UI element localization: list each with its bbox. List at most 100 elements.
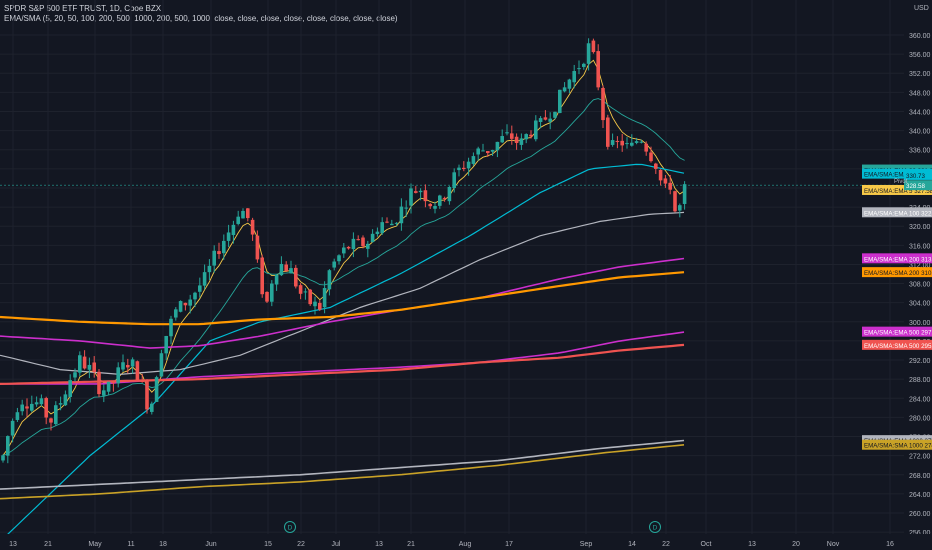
candle-body — [433, 206, 437, 209]
candle-body — [63, 394, 68, 406]
indicator-legend[interactable]: EMA/SMA (5, 20, 50, 100, 200, 500, 1000,… — [4, 14, 398, 23]
price-tick-label: 340.00 — [909, 129, 931, 136]
candle-body — [524, 134, 528, 140]
candle-body — [409, 188, 413, 206]
candle-body — [241, 210, 245, 219]
time-tick-label: Aug — [459, 541, 472, 548]
candle-body — [414, 191, 418, 193]
candle-body — [6, 436, 10, 456]
candle-body — [658, 169, 663, 181]
candle-body — [150, 403, 154, 412]
candle-body — [399, 206, 404, 224]
candle-body — [279, 263, 284, 276]
candle-body — [303, 291, 308, 293]
candle-body — [20, 404, 24, 412]
candle-body — [68, 380, 72, 397]
candle-body — [212, 250, 216, 266]
candle-body — [289, 268, 293, 274]
candle-body — [198, 285, 202, 292]
series-label-3: EMA/SMA:EMA 100 322.91 — [864, 210, 932, 217]
candle-body — [428, 203, 432, 207]
candle-body — [562, 87, 567, 92]
candle-body — [298, 285, 303, 294]
price-tick-label: 280.00 — [909, 415, 931, 422]
series-label-4-bg — [862, 253, 932, 264]
series-label-2-bg — [862, 168, 932, 179]
candle-body — [529, 134, 533, 137]
candle-body — [471, 156, 476, 164]
time-axis[interactable]: 13 21 May 11 18 Jun 15 22 Jul 13 21 Aug 17 Sep 14 22 Oct… — [0, 534, 932, 550]
candle-body — [217, 251, 221, 255]
candle-body — [116, 367, 120, 384]
candle-body — [457, 167, 461, 171]
time-tick-label: 20 — [792, 541, 800, 548]
candle-body — [164, 335, 168, 354]
candle-body — [610, 140, 615, 145]
candle-body — [169, 318, 173, 337]
price-tick-label: 304.00 — [909, 301, 931, 308]
candlesticks — [1, 38, 687, 464]
candle-body — [92, 362, 96, 373]
candle-body — [644, 143, 648, 152]
candle-body — [159, 353, 164, 377]
candle-body — [25, 406, 29, 409]
time-tick-label: 13 — [748, 541, 756, 548]
candle-body — [246, 208, 250, 219]
time-tick-label: 17 — [505, 541, 513, 548]
candle-body — [572, 71, 576, 83]
price-tick-label: 284.00 — [909, 396, 931, 403]
price-tick-label: 260.00 — [909, 511, 931, 518]
candle-body — [102, 390, 106, 396]
candle-body — [178, 301, 183, 312]
candle-body — [87, 364, 92, 370]
candle-body — [634, 141, 639, 143]
candle-body — [462, 167, 466, 170]
pivot-tag: Pivot — [894, 179, 908, 185]
candle-body — [255, 235, 260, 260]
candle-body — [452, 172, 456, 189]
candle-body — [442, 197, 447, 199]
series-label-6: EMA/SMA:EMA 500 297.94 — [864, 330, 932, 337]
candle-body — [481, 150, 485, 152]
candle-body — [625, 143, 629, 145]
candle-body — [380, 222, 384, 234]
time-tick-label: 21 — [44, 541, 52, 548]
currency-label: USD — [914, 5, 929, 12]
candle-body — [423, 190, 428, 202]
series-label-2: EMA/SMA:EMA 50 331.00 — [864, 172, 932, 179]
candle-body — [111, 381, 116, 384]
price-tick-label: 336.00 — [909, 148, 931, 155]
candle-body — [30, 403, 34, 411]
candle-body — [130, 359, 135, 367]
candle-body — [193, 292, 197, 300]
chart-title: SPDR S&P 500 ETF TRUST, 1D, Cboe BZX — [4, 4, 162, 13]
series-label-0: EMA/SMA:EMA 5 327.58 — [864, 188, 932, 195]
candle-body — [342, 247, 346, 254]
candle-body — [15, 412, 20, 420]
time-tick-label: 16 — [886, 541, 894, 548]
time-tick-label: Sep — [580, 541, 593, 548]
candle-body — [663, 178, 668, 184]
series-label-0-bg — [862, 184, 932, 195]
candle-body — [106, 381, 111, 392]
candle-body — [135, 361, 140, 382]
dividend-marker-label: D — [653, 525, 658, 532]
price-tick-label: 288.00 — [909, 377, 931, 384]
price-tag-other-bg — [904, 169, 932, 180]
time-tick-label: 11 — [127, 541, 134, 548]
candle-body — [34, 402, 39, 405]
time-tick-label: 22 — [297, 541, 305, 548]
price-tick-label: 360.00 — [909, 33, 931, 40]
ma-line-ema-sma-ema-20 — [2, 98, 685, 456]
candle-body — [145, 381, 149, 410]
candle-body — [601, 87, 605, 121]
candle-body — [126, 364, 130, 368]
candle-body — [394, 222, 399, 224]
dividend-marker[interactable] — [649, 521, 661, 533]
candle-body — [558, 89, 562, 114]
price-tick-label: 348.00 — [909, 90, 931, 97]
dividend-marker[interactable] — [284, 521, 296, 533]
